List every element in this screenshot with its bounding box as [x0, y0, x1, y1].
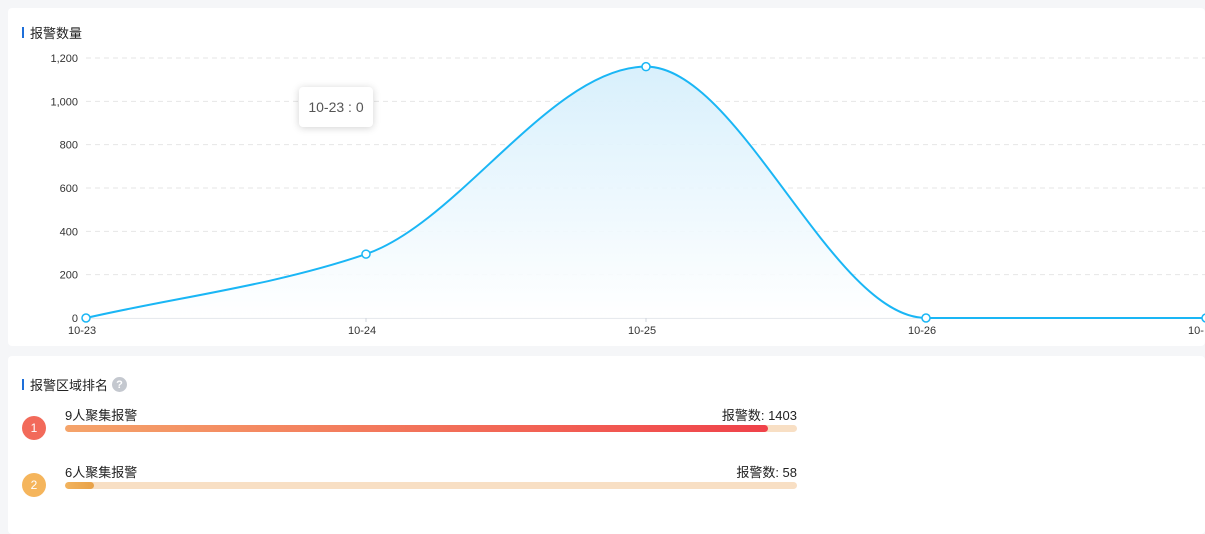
- ranking-item-count: 报警数: 58: [736, 465, 797, 480]
- alarm-count-title: 报警数量: [22, 23, 82, 42]
- y-tick-label: 0: [72, 313, 78, 325]
- y-tick-label: 800: [60, 140, 78, 152]
- x-tick-label: 10-23: [68, 325, 96, 337]
- y-tick-label: 200: [60, 270, 78, 282]
- data-point[interactable]: [81, 313, 91, 323]
- question-circle-icon[interactable]: ?: [112, 377, 128, 392]
- series-area-fill: [86, 66, 1205, 319]
- x-tick-label: 10-26: [908, 325, 936, 337]
- ranking-progress-track: [65, 425, 797, 432]
- ranking-progress-fill: [65, 482, 95, 489]
- ranking-item[interactable]: 2 6人聚集报警 报警数: 58: [22, 462, 797, 504]
- y-tick-label: 1,200: [50, 53, 78, 65]
- data-point[interactable]: [1201, 313, 1205, 323]
- y-tick-label: 400: [60, 226, 78, 238]
- ranking-item[interactable]: 1 9人聚集报警 报警数: 1403: [22, 405, 797, 447]
- data-point[interactable]: [641, 61, 651, 72]
- y-tick-label: 1,000: [50, 96, 78, 108]
- alarm-count-chart[interactable]: 0 200 400 600 800 1,000 1,200 10-23 10-24 10-25 10…: [0, 0, 1205, 346]
- chart-series: [85, 65, 1205, 320]
- rank-badge: 2: [22, 473, 46, 497]
- x-tick-label: 10-25: [628, 325, 656, 337]
- chart-tooltip: 10-23 : 0: [299, 87, 373, 127]
- data-point[interactable]: [921, 313, 931, 323]
- x-tick-label: 10-: [1188, 325, 1204, 337]
- ranking-item-count: 报警数: 1403: [721, 408, 797, 423]
- rank-badge: 1: [22, 416, 46, 440]
- ranking-progress-track: [65, 482, 797, 489]
- chart-points[interactable]: [81, 61, 1205, 323]
- y-tick-label: 600: [60, 183, 78, 195]
- rank-number: 2: [30, 478, 38, 492]
- chart-tooltip-text: 10-23 : 0: [308, 99, 364, 115]
- alarm-area-ranking-title: 报警区域排名 ?: [22, 375, 128, 394]
- ranking-progress-fill: [65, 425, 768, 432]
- title-accent-bar: [22, 27, 24, 38]
- rank-number: 1: [30, 421, 38, 435]
- x-tick-label: 10-24: [348, 325, 376, 337]
- ranking-item-name: 9人聚集报警: [65, 408, 138, 423]
- alarm-area-ranking-panel: 报警区域排名 ? 1 9人聚集报警 报警数: 1403 2 6人聚集报警 报警数…: [8, 356, 1205, 534]
- alarm-area-ranking-title-text: 报警区域排名: [30, 378, 109, 393]
- alarm-count-title-text: 报警数量: [30, 26, 83, 41]
- data-point[interactable]: [361, 249, 371, 259]
- title-accent-bar: [22, 379, 24, 390]
- ranking-item-name: 6人聚集报警: [65, 465, 138, 480]
